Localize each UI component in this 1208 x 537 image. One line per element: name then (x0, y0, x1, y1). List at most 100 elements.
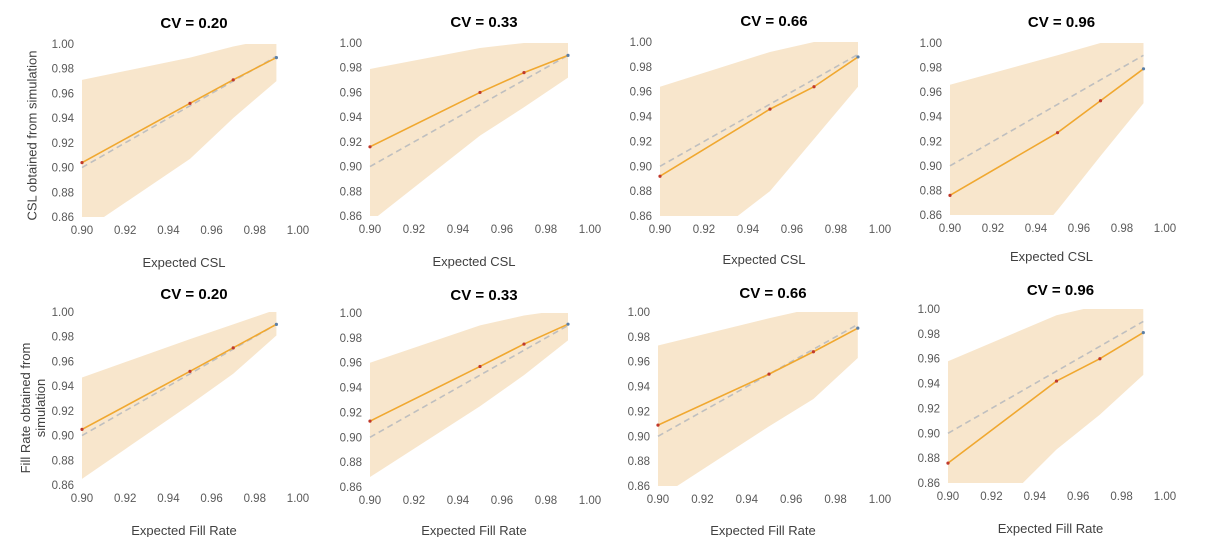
y-tick-label: 0.88 (918, 453, 940, 465)
x-tick-label: 0.98 (1111, 223, 1133, 235)
y-tick-label: 0.86 (920, 210, 942, 222)
data-point (522, 71, 526, 75)
simulation-line (370, 323, 569, 422)
simulation-line (948, 331, 1144, 464)
x-tick-label: 0.92 (691, 494, 713, 506)
y-tick-label: 0.92 (628, 406, 650, 418)
x-tick-label: 0.92 (693, 224, 715, 236)
data-point (767, 372, 771, 376)
x-tick-label: 0.96 (1068, 223, 1090, 235)
reference-line (81, 323, 277, 437)
x-tick-label: 1.00 (869, 494, 891, 506)
y-tick-label: 0.86 (630, 211, 652, 223)
y-tick-label: 0.86 (340, 211, 362, 223)
data-point (656, 423, 660, 427)
x-tick-label: 0.90 (71, 225, 93, 237)
y-tick-label: 0.98 (628, 332, 650, 344)
chart-panel-4: 0.86 0.88 0.90 0.92 0.94 0.96 0.98 1.00 0.90 0.92… (920, 14, 1177, 264)
y-tick-label: 1.00 (340, 308, 362, 320)
y-tick-label: 0.98 (920, 63, 942, 75)
y-tick-label: 0.90 (52, 431, 74, 443)
reference-line (949, 54, 1144, 167)
y-tick-label: 0.92 (340, 407, 362, 419)
confidence-band (950, 43, 1144, 215)
x-axis-label: Expected Fill Rate (131, 523, 237, 537)
y-tick-label: 0.98 (52, 64, 74, 76)
y-tick-label: 1.00 (628, 307, 650, 319)
x-tick-label: 1.00 (579, 224, 601, 236)
y-tick-label: 0.94 (918, 379, 941, 391)
x-tick-label: 1.00 (869, 224, 891, 236)
reference-line (659, 53, 859, 167)
row-label-fill-rate-line1: Fill Rate obtained from (18, 342, 33, 474)
data-point (946, 461, 950, 465)
y-tick-label: 0.90 (920, 161, 942, 173)
y-tick-label: 1.00 (630, 37, 652, 49)
y-tick-label: 1.00 (52, 307, 74, 319)
y-tick-label: 0.96 (920, 87, 942, 99)
reference-line (369, 54, 569, 168)
confidence-band (948, 309, 1144, 483)
y-tick-label: 0.96 (918, 354, 940, 366)
y-tick-label: 0.96 (340, 358, 362, 370)
chart-panel-7: 0.86 0.88 0.90 0.92 0.94 0.96 0.98 1.00 0.90 0.92… (628, 285, 892, 537)
y-tick-label: 0.96 (630, 87, 652, 99)
y-tick-label: 0.92 (920, 136, 942, 148)
data-point (368, 419, 372, 423)
chart-title: CV = 0.33 (450, 287, 517, 304)
reference-line (369, 324, 569, 438)
chart-title: CV = 0.66 (739, 285, 806, 302)
y-tick-label: 0.86 (918, 478, 940, 490)
x-tick-label: 0.98 (535, 495, 557, 507)
simulation-line (370, 54, 569, 148)
y-tick-label: 0.88 (340, 457, 362, 469)
data-point (478, 364, 482, 369)
reference-line (81, 55, 277, 169)
data-point (811, 350, 816, 354)
x-tick-label: 1.00 (1154, 491, 1176, 503)
x-tick-label: 0.98 (244, 225, 266, 237)
x-tick-label: 0.94 (157, 225, 180, 237)
x-tick-label: 0.94 (447, 495, 470, 507)
x-tick-label: 0.96 (781, 224, 803, 236)
y-tick-label: 0.96 (340, 87, 362, 99)
x-tick-label: 1.00 (287, 225, 309, 237)
x-tick-label: 0.96 (491, 495, 513, 507)
y-tick-label: 1.00 (918, 304, 940, 316)
y-tick-label: 0.92 (52, 406, 74, 418)
x-axis-label: Expected Fill Rate (998, 521, 1104, 536)
y-tick-label: 0.94 (920, 112, 943, 124)
data-point (856, 55, 860, 59)
x-tick-label: 0.98 (825, 224, 847, 236)
data-point (856, 326, 860, 330)
chart-panel-5: 0.86 0.88 0.90 0.92 0.94 0.96 0.98 1.00 0.90 0.92… (52, 286, 310, 537)
y-tick-label: 0.86 (628, 481, 650, 493)
row-label-csl: CSL obtained from simulation (24, 50, 40, 221)
simulation-line (950, 68, 1144, 197)
simulation-line (82, 323, 277, 431)
x-tick-label: 0.90 (359, 495, 381, 507)
chart-panel-8: 0.86 0.88 0.90 0.92 0.94 0.96 0.98 1.00 0.90 0.92… (918, 282, 1177, 536)
data-point (478, 90, 482, 95)
x-tick-label: 0.94 (1024, 491, 1047, 503)
y-tick-label: 0.90 (630, 161, 652, 173)
y-tick-label: 0.96 (628, 357, 650, 369)
data-point (1055, 131, 1060, 135)
y-tick-label: 1.00 (340, 38, 362, 50)
chart-title: CV = 0.66 (740, 13, 807, 30)
data-point (812, 85, 816, 89)
x-axis-label: Expected Fill Rate (710, 523, 816, 537)
x-tick-label: 0.90 (647, 494, 669, 506)
chart-title: CV = 0.20 (160, 15, 227, 32)
y-tick-label: 0.92 (340, 137, 362, 149)
x-tick-label: 0.98 (535, 224, 557, 236)
chart-title: CV = 0.33 (450, 14, 517, 31)
x-tick-label: 0.94 (447, 224, 470, 236)
x-tick-label: 0.98 (1110, 491, 1132, 503)
chart-panel-2: 0.86 0.88 0.90 0.92 0.94 0.96 0.98 1.00 0.90 0.92… (340, 14, 602, 269)
confidence-band (660, 42, 858, 216)
x-tick-label: 0.92 (980, 491, 1002, 503)
data-point (80, 427, 84, 431)
data-point (231, 346, 235, 350)
